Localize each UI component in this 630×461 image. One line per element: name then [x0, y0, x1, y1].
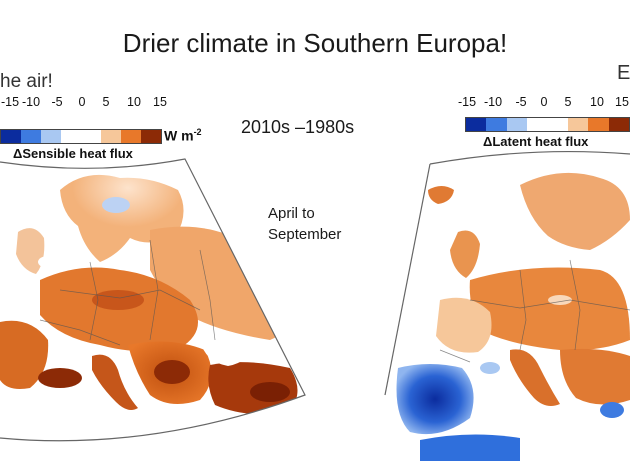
colorbar-segment: [141, 130, 161, 143]
right-panel-label: ΔLatent heat flux: [483, 134, 589, 149]
right-borders: [439, 259, 630, 363]
colorbar-segment: [101, 130, 121, 143]
right-region-iberia: [396, 364, 474, 435]
right-region-north-africa: [420, 434, 520, 461]
colorbar-segment: [121, 130, 141, 143]
right-tick-label: -10: [483, 95, 503, 109]
left-hotspot: [250, 382, 290, 402]
left-caption-fragment: he air!: [0, 71, 53, 92]
colorbar-segment: [21, 130, 41, 143]
right-map-frame: [429, 150, 630, 165]
left-map: [0, 159, 305, 441]
left-map-frame: [0, 158, 306, 442]
colorbar-segment: [527, 118, 548, 131]
right-tick-label: 0: [540, 95, 548, 109]
right-tick-label: -15: [457, 95, 477, 109]
colorbar-segment: [567, 118, 589, 131]
right-map: [385, 151, 630, 461]
right-region-central: [469, 267, 630, 351]
colorbar-segment: [588, 118, 609, 131]
right-colorbar: [465, 117, 630, 132]
right-region-scandinavia: [520, 172, 630, 250]
left-colorbar-ticks: -15 -10 -5 0 5 10 15: [0, 95, 170, 111]
left-cool-patch: [102, 197, 130, 213]
right-tick-label: 5: [564, 95, 572, 109]
right-map-frame-side: [384, 163, 431, 396]
left-unit-label: W m-2: [164, 127, 202, 144]
left-tick-label: 5: [102, 95, 110, 109]
left-tick-label: -5: [51, 95, 63, 109]
left-panel-label: ΔSensible heat flux: [13, 146, 133, 161]
left-cool-patch: [38, 256, 58, 268]
right-tick-label: 10: [590, 95, 604, 109]
unit-text: W m: [164, 127, 194, 144]
left-tick-label: 0: [78, 95, 86, 109]
left-borders: [39, 239, 216, 346]
colorbar-segment: [608, 118, 629, 131]
left-region-uk: [16, 228, 45, 274]
left-black-sea: [200, 335, 252, 366]
right-tick-label: 15: [615, 95, 629, 109]
season-line-2: September: [268, 226, 342, 243]
right-tick-label: -5: [515, 95, 527, 109]
left-region-italy: [92, 354, 138, 410]
season-label: April to September: [268, 203, 341, 245]
right-caption-fragment: E: [617, 62, 630, 84]
left-hotspot: [154, 360, 190, 384]
season-line-1: April to: [268, 205, 315, 222]
right-wet-patch: [600, 402, 624, 418]
slide-title: Drier climate in Southern Europa!: [122, 28, 508, 58]
colorbar-segment: [1, 130, 21, 143]
right-region-uk: [450, 230, 480, 278]
left-tick-label: 15: [153, 95, 167, 109]
colorbar-segment: [486, 118, 507, 131]
left-hotspot: [38, 368, 82, 388]
left-tick-label: 10: [127, 95, 141, 109]
left-tick-label: -10: [21, 95, 41, 109]
colorbar-segment: [466, 118, 487, 131]
colorbar-segment: [41, 130, 61, 143]
right-region-balkans: [560, 348, 630, 405]
unit-exponent: -2: [193, 127, 202, 137]
right-colorbar-ticks: -15 -10 -5 0 5 10 15: [450, 95, 630, 111]
right-region-france: [436, 297, 492, 353]
colorbar-segment: [81, 130, 101, 143]
colorbar-segment: [61, 130, 81, 143]
left-colorbar: [0, 129, 162, 144]
right-wet-patch: [480, 362, 500, 374]
colorbar-segment: [506, 118, 528, 131]
right-region-iceland: [428, 186, 454, 204]
right-region-italy: [510, 349, 560, 406]
left-region-iberia: [0, 320, 49, 389]
left-hotspot: [92, 290, 144, 310]
period-label: 2010s –1980s: [241, 117, 355, 137]
colorbar-segment: [547, 118, 568, 131]
left-tick-label: -15: [0, 95, 20, 109]
